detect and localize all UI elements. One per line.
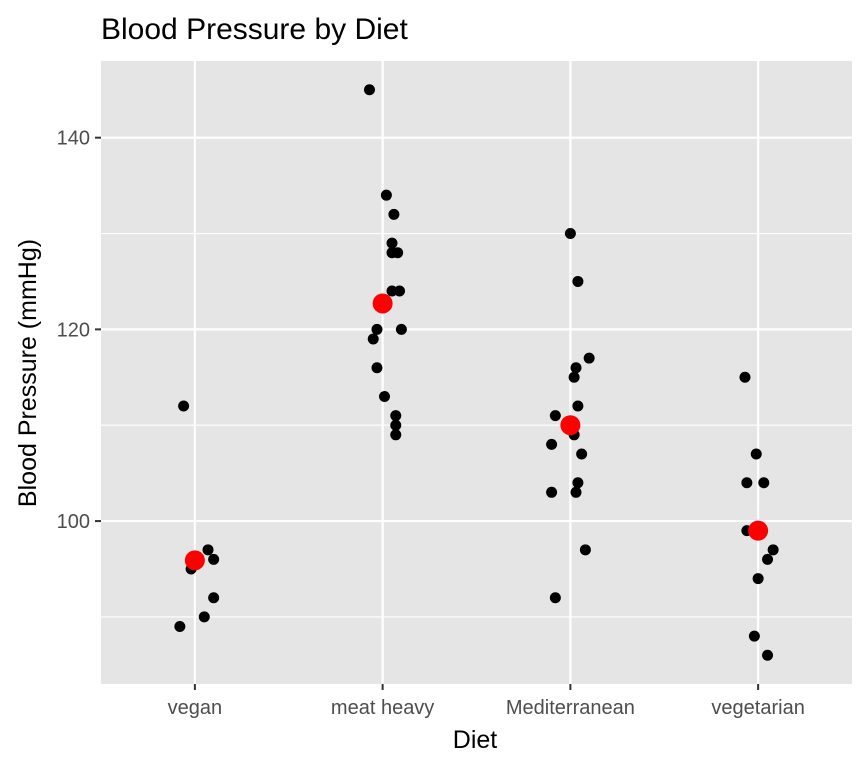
data-point [380,189,392,201]
x-axis-title: Diet [453,726,498,754]
y-axis-title: Blood Pressure (mmHg) [14,239,42,507]
data-point [546,486,558,498]
data-point [741,477,753,489]
data-point [386,237,398,249]
data-point [750,448,762,460]
plot-panel [101,61,852,684]
data-point [367,333,379,345]
mean-point [184,550,205,571]
data-point [178,400,190,412]
x-tick-label: vegetarian [711,697,804,719]
data-point [583,352,595,364]
y-tick-label: 140 [57,128,90,150]
x-tick-label: vegan [168,697,223,719]
data-point [576,448,588,460]
data-point [363,84,375,96]
data-point [208,592,220,604]
data-point [758,477,770,489]
data-point [570,486,582,498]
data-point [762,649,774,661]
x-tick-label: meat heavy [331,697,434,719]
data-point [767,544,779,556]
mean-point [372,293,393,314]
data-point [390,429,402,441]
data-point [549,410,561,422]
data-point [572,275,584,287]
data-point [371,362,383,374]
mean-points [184,293,769,571]
data-point [762,553,774,565]
data-point [752,573,764,585]
data-point [579,544,591,556]
data-point [564,228,576,240]
y-axis: 100 120 140 [57,128,101,533]
mean-point [748,520,769,541]
y-tick-label: 100 [57,511,90,533]
x-axis: vegan meat heavy Mediterranean vegetarian [168,684,805,719]
data-point [572,400,584,412]
x-tick-label: Mediterranean [506,697,635,719]
data-point [394,285,406,297]
data-point [395,323,407,335]
data-point [371,323,383,335]
data-point [570,362,582,374]
data-point [549,592,561,604]
data-point [390,419,402,431]
data-point [379,390,391,402]
mean-point [560,415,581,436]
data-point [208,553,220,565]
data-point [388,208,400,220]
data-point [546,438,558,450]
y-tick-label: 120 [57,319,90,341]
data-point [572,477,584,489]
data-point [202,544,214,556]
data-point [198,611,210,623]
data-point [568,371,580,383]
data-point [390,410,402,422]
data-point [748,630,760,642]
chart-title: Blood Pressure by Diet [101,13,408,46]
data-point [392,247,404,259]
data-point [174,620,186,632]
data-point [739,371,751,383]
